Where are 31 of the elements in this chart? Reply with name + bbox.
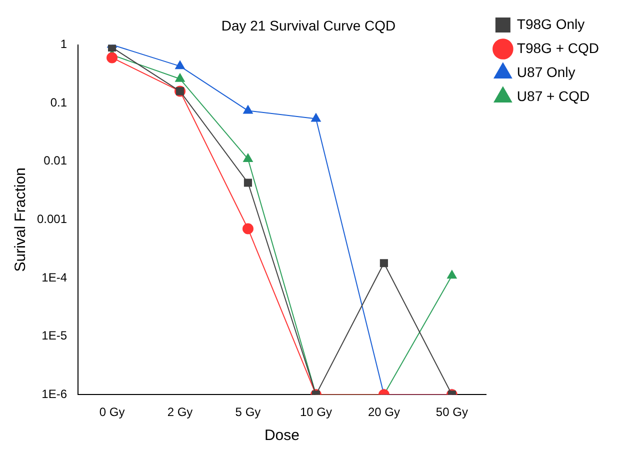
legend-label: T98G + CQD	[516, 40, 600, 56]
point	[311, 113, 321, 122]
legend-label: U87 + CQD	[516, 88, 590, 104]
x-axis-title: Dose	[264, 427, 300, 444]
chart-title: Day 21 Survival Curve CQD	[221, 17, 396, 34]
y-tick-label: 0.1	[50, 95, 68, 110]
legend-label: U87 Only	[516, 64, 576, 80]
point	[175, 73, 185, 82]
x-tick-label: 20 Gy	[368, 405, 400, 420]
x-tick-label: 0 Gy	[99, 405, 125, 420]
legend-label: T98G Only	[516, 16, 585, 32]
x-tick-label: 10 Gy	[300, 405, 332, 420]
point	[108, 44, 116, 52]
point	[242, 223, 254, 234]
x-tick-label: 50 Gy	[436, 405, 468, 420]
point	[447, 270, 457, 279]
y-tick-label: 1E-4	[42, 270, 68, 284]
x-tick-label: 5 Gy	[235, 405, 261, 420]
point	[106, 52, 118, 64]
x-tick-label: 2 Gy	[167, 405, 193, 420]
point	[244, 178, 252, 187]
y-tick-label: 0.01	[44, 154, 68, 168]
y-tick-label: 1E-5	[42, 328, 68, 343]
point	[243, 153, 253, 162]
y-tick-label: 0.001	[37, 212, 68, 226]
y-tick-label: 1E-6	[42, 386, 68, 401]
point	[380, 259, 388, 268]
y-tick-label: 1	[60, 37, 68, 52]
point	[243, 105, 253, 114]
y-axis-title: Surival Fraction	[12, 168, 30, 272]
point	[175, 60, 185, 70]
